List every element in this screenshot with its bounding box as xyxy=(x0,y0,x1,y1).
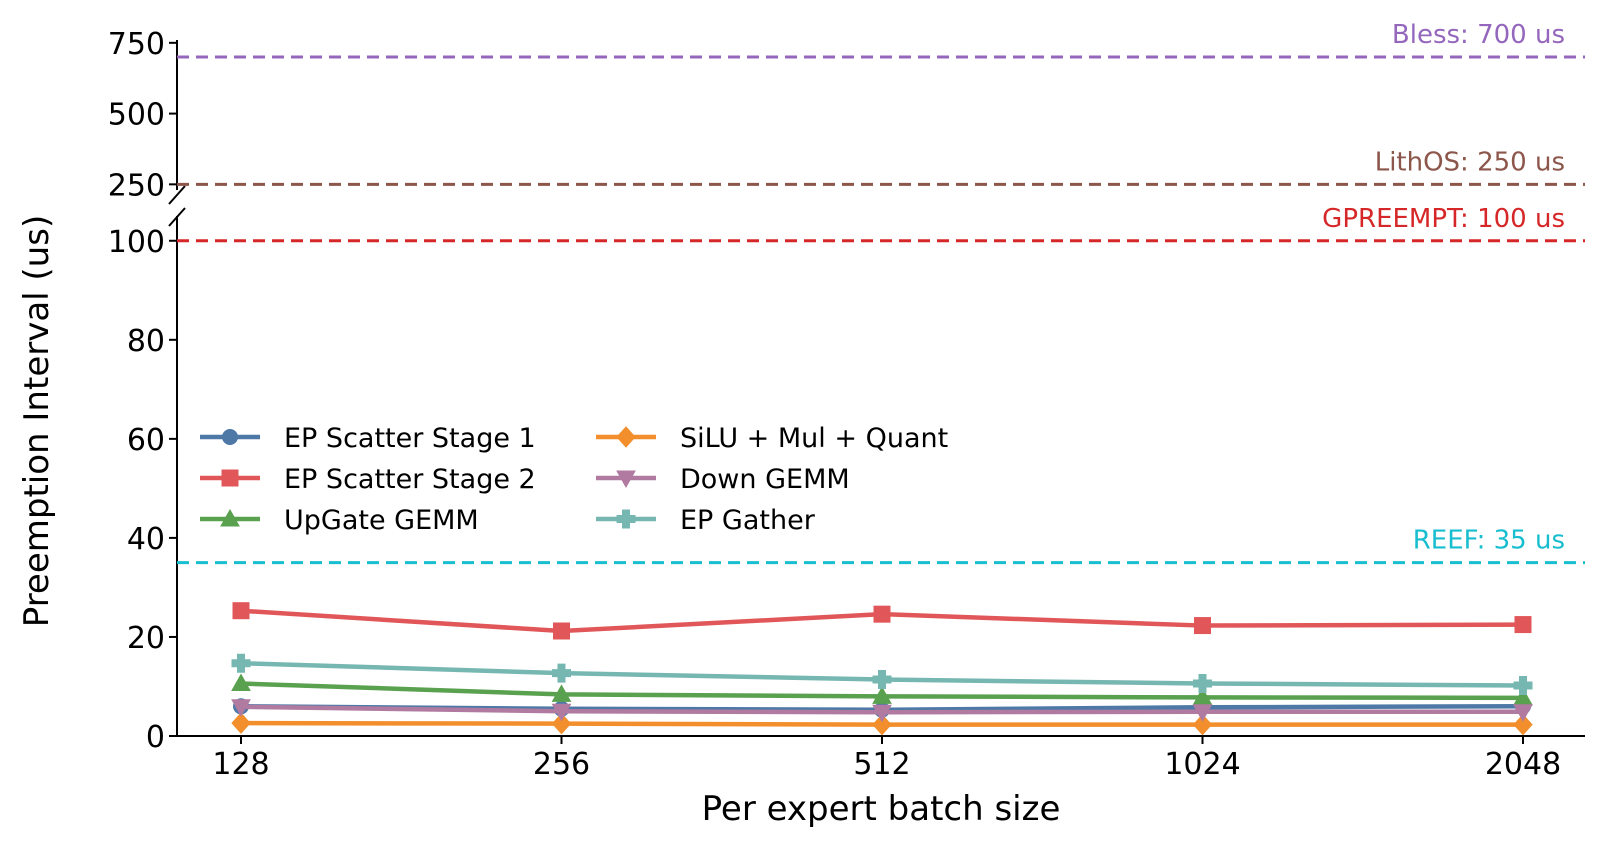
legend-marker xyxy=(616,426,636,448)
axis-break-mark xyxy=(168,185,186,205)
y-tick-label: 20 xyxy=(127,621,165,656)
x-tick-label: 256 xyxy=(533,747,590,782)
reference-lines: Bless: 700 us LithOS: 250 us GPREEMPT: 100… xyxy=(177,20,1585,565)
series-silu-mul-quant xyxy=(231,712,1533,736)
legend-marker xyxy=(616,470,636,489)
data-point xyxy=(231,699,251,717)
legend-item: EP Scatter Stage 2 xyxy=(200,464,536,495)
data-point xyxy=(551,703,572,722)
legend-label: EP Scatter Stage 1 xyxy=(284,423,536,454)
y-tick-label: 80 xyxy=(127,324,165,359)
y-tick-label: 100 xyxy=(108,225,165,260)
data-point xyxy=(872,670,892,690)
series-upgate-gemm xyxy=(231,673,1533,706)
legend-label: UpGate GEMM xyxy=(284,505,479,536)
data-point xyxy=(1513,675,1533,695)
data-point xyxy=(1194,617,1211,635)
y-tick-label: 60 xyxy=(127,423,165,458)
data-point xyxy=(231,673,251,692)
legend-label: SiLU + Mul + Quant xyxy=(680,423,948,454)
legend-label: EP Gather xyxy=(680,505,816,536)
data-point xyxy=(553,622,570,640)
data-point xyxy=(551,684,572,702)
x-tick-label: 128 xyxy=(212,747,269,782)
data-point xyxy=(872,686,892,704)
x-axis-label: Per expert batch size xyxy=(702,789,1061,829)
legend-item: EP Gather xyxy=(596,505,816,536)
legend-label: EP Scatter Stage 2 xyxy=(284,464,536,495)
y-tick-label: 750 xyxy=(108,27,165,62)
reference-line-label: LithOS: 250 us xyxy=(1375,147,1565,177)
data-point xyxy=(231,653,251,673)
y-axis-label: Preemption Interval (us) xyxy=(17,215,57,627)
reference-line-label: GPREEMPT: 100 us xyxy=(1322,204,1565,234)
legend-marker xyxy=(220,508,240,527)
data-point xyxy=(1513,713,1533,736)
data-point xyxy=(1192,713,1213,736)
legend-marker xyxy=(222,429,238,445)
data-point xyxy=(232,602,250,620)
legend-item: SiLU + Mul + Quant xyxy=(596,423,948,454)
data-point xyxy=(872,713,892,736)
axis-break-mark xyxy=(168,207,186,227)
x-tick-label: 1024 xyxy=(1164,747,1240,782)
data-point xyxy=(1193,674,1212,694)
series-ep-scatter-stage-2 xyxy=(232,602,1532,640)
legend-marker xyxy=(221,469,239,487)
data-point xyxy=(1192,704,1213,722)
reference-line-label: REEF: 35 us xyxy=(1413,526,1565,556)
data-point xyxy=(873,605,891,623)
x-tick-label: 512 xyxy=(853,747,910,782)
data-point xyxy=(552,663,571,683)
y-tick-label: 40 xyxy=(127,522,165,557)
data-point xyxy=(1514,616,1532,634)
data-point xyxy=(872,704,892,723)
series-layer xyxy=(231,602,1533,736)
legend-marker xyxy=(616,509,636,529)
data-point xyxy=(1513,704,1533,722)
legend-item: UpGate GEMM xyxy=(200,505,479,536)
data-point xyxy=(231,712,251,734)
data-point xyxy=(551,712,572,735)
axes: 0 20 40 60 80 100 250 500 750 128 256 512 1024 2048 xyxy=(108,27,1585,782)
x-tick-label: 2048 xyxy=(1485,747,1561,782)
legend-label: Down GEMM xyxy=(680,464,850,495)
y-tick-label: 250 xyxy=(108,168,165,203)
series-ep-gather xyxy=(231,653,1533,695)
reference-line-label: Bless: 700 us xyxy=(1392,20,1565,50)
legend-item: Down GEMM xyxy=(596,464,850,495)
legend: EP Scatter Stage 1 EP Scatter Stage 2 UpGa… xyxy=(200,423,948,536)
y-tick-label: 0 xyxy=(146,720,165,755)
legend-item: EP Scatter Stage 1 xyxy=(200,423,536,454)
series-down-gemm xyxy=(231,699,1533,723)
y-tick-label: 500 xyxy=(108,98,165,133)
